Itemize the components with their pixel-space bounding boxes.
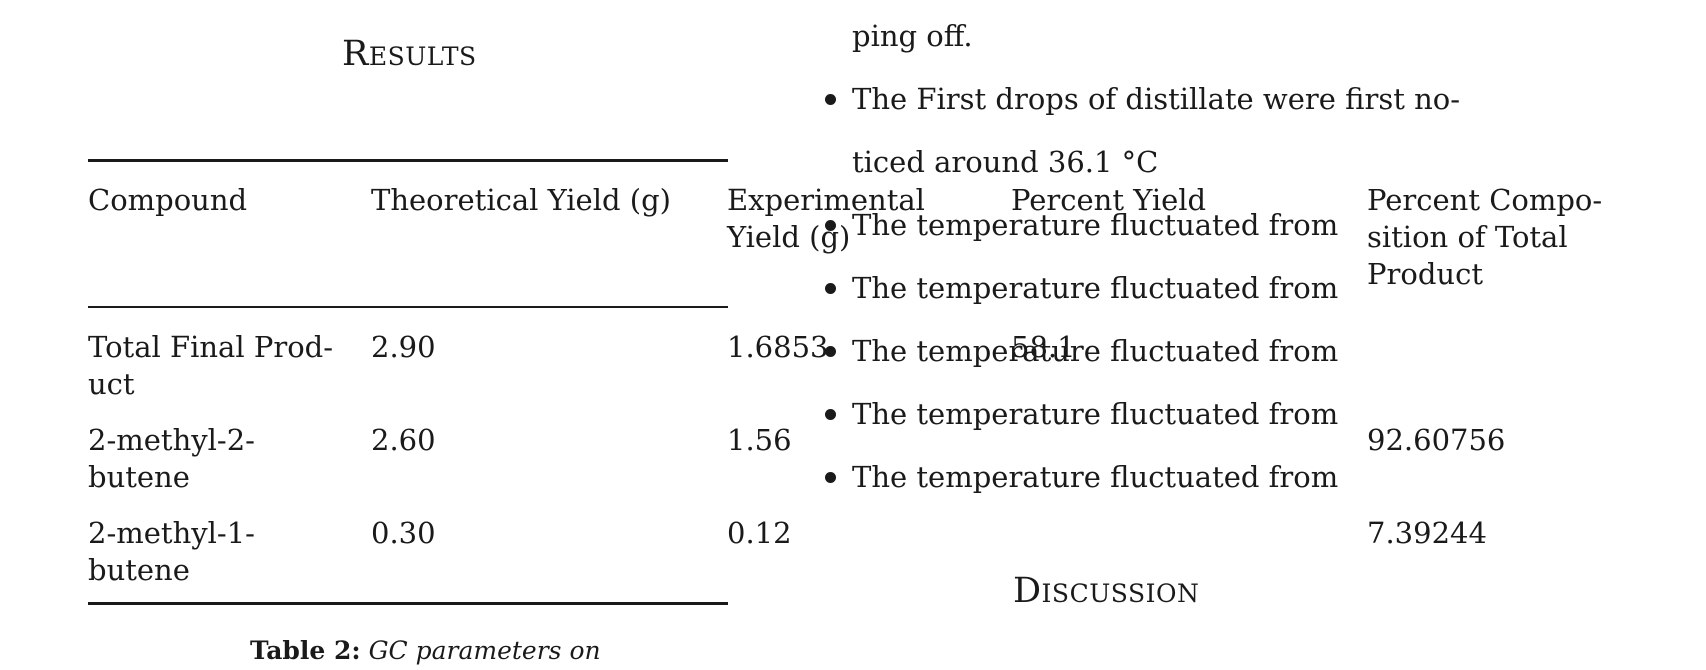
bullet-item: The temperature fluctuated from [852,334,1339,368]
table-cell-compound: Total Final Prod- [88,330,334,364]
table-caption-text: GC parameters on [368,636,601,665]
header-percent-composition-line1: Percent Compo- [1367,183,1603,217]
table-cell-compound: 2-methyl-2- [88,423,255,457]
bullet-marker [825,409,836,420]
bullet-marker [825,346,836,357]
header-theoretical-yield: Theoretical Yield (g) [371,183,671,217]
header-percent-composition-line2: sition of Total [1367,220,1568,254]
table-cell-compound-cont: butene [88,460,190,494]
discussion-heading: Discussion [1013,571,1200,611]
bullet-item: The temperature fluctuated from [852,460,1339,494]
table-cell-percent-yield: 58.1 [1011,330,1076,364]
header-percent-composition-line3: Product [1367,257,1483,291]
bullet-item: The temperature fluctuated from [852,271,1339,305]
bullet-marker [825,94,836,105]
bullet-marker [825,220,836,231]
table-cell-compound-cont: uct [88,367,135,401]
table-cell-compound-cont: butene [88,553,190,587]
table-cell-experimental: 1.6853 [727,330,829,364]
bullet-marker [825,472,836,483]
table-caption-label: Table 2: [250,636,361,665]
table-caption: Table 2: GC parameters on [250,636,601,666]
table-cell-composition: 7.39244 [1367,516,1487,550]
bullet-item: The temperature fluctuated from [852,397,1339,431]
table-cell-experimental: 0.12 [727,516,792,550]
header-percent-yield: Percent Yield [1011,183,1207,217]
table-cell-composition: 92.60756 [1367,423,1506,457]
bullet-marker [825,283,836,294]
table-cell-theoretical: 0.30 [371,516,436,550]
table-bottom-rule [88,602,728,605]
header-compound: Compound [88,183,248,217]
bullet-item: The First drops of distillate were first… [852,82,1461,116]
table-cell-theoretical: 2.60 [371,423,436,457]
table-cell-experimental: 1.56 [727,423,792,457]
table-cell-theoretical: 2.90 [371,330,436,364]
table-cell-compound: 2-methyl-1- [88,516,255,550]
notes-continuation: ping off. [852,19,973,53]
bullet-item-cont: ticed around 36.1 °C [852,145,1159,179]
results-heading: Results [342,34,477,74]
header-experimental-yield-line1: Experimental [727,183,925,217]
table-top-rule [88,159,728,162]
bullet-item: The temperature fluctuated from [852,208,1339,242]
table-header-rule [88,306,728,308]
